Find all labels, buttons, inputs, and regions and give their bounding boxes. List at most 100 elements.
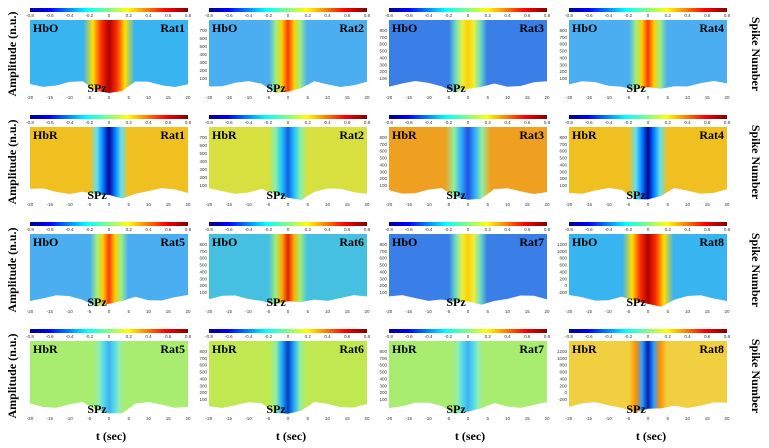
colorbar-tick-label: 0.2 xyxy=(665,120,672,125)
spike-tick-label: 200 xyxy=(199,283,207,288)
spike-tick-label: 300 xyxy=(379,276,387,281)
heatmap xyxy=(30,20,188,93)
x-tick-label: -15 xyxy=(225,95,232,100)
x-tick-label: -15 xyxy=(405,202,412,207)
panel-hbo-rat2: -0.8 -0.6 -0.4 -0.2 0 0.2 0.4 0.6 0.8 -20 -15 -10 -5… xyxy=(199,8,371,100)
x-tick-label: 5 xyxy=(486,95,489,100)
panel-hbr-rat2: -0.8 -0.6 -0.4 -0.2 0 0.2 0.4 0.6 0.8 -20 -15 -10 -5… xyxy=(199,115,371,207)
colorbar-tick-label: 0.2 xyxy=(305,334,312,339)
x-tick-label: -15 xyxy=(225,309,232,314)
x-tick-label: 10 xyxy=(325,416,331,421)
spike-tick-label: 800 xyxy=(379,135,387,140)
colorbar-tick-label: 0.8 xyxy=(185,120,192,125)
colorbar-tick-label: 0 xyxy=(287,120,290,125)
x-tick-label: 20 xyxy=(544,95,550,100)
spike-tick-label: 100 xyxy=(199,183,207,188)
x-tick-label: -20 xyxy=(386,95,393,100)
spike-tick-label: 500 xyxy=(379,156,387,161)
colorbar-tick-label: -0.6 xyxy=(585,227,593,232)
colorbar-tick-label: 0.8 xyxy=(724,227,731,232)
panel-rat-label: Rat6 xyxy=(339,342,364,356)
event-label: SPz xyxy=(87,188,107,202)
colorbar-tick-label: 0.6 xyxy=(165,120,172,125)
colorbar-tick-label: -0.2 xyxy=(444,120,452,125)
xlabel-col-2: t (sec) xyxy=(276,429,306,443)
x-tick-label: 10 xyxy=(505,416,511,421)
spike-tick-label: 200 xyxy=(559,176,567,181)
colorbar-tick-label: -0.4 xyxy=(605,13,613,18)
heatmap xyxy=(389,341,547,414)
x-tick-label: 15 xyxy=(345,416,351,421)
colorbar-tick-label: -0.8 xyxy=(565,227,573,232)
spike-tick-label: 0 xyxy=(564,283,567,288)
panel-rat-label: Rat6 xyxy=(339,235,364,249)
spike-tick-label: 700 xyxy=(379,142,387,147)
event-label: SPz xyxy=(87,295,107,309)
colorbar xyxy=(30,329,188,333)
spike-tick-label: 700 xyxy=(379,356,387,361)
x-tick-label: 0 xyxy=(287,416,290,421)
colorbar-tick-label: 0.2 xyxy=(305,120,312,125)
x-tick-label: -15 xyxy=(46,202,53,207)
colorbar-tick-label: -0.6 xyxy=(585,334,593,339)
spike-tick-label: 700 xyxy=(199,356,207,361)
spike-tick-label: 500 xyxy=(559,156,567,161)
spike-tick-label: 700 xyxy=(559,35,567,40)
colorbar-tick-label: 0.4 xyxy=(324,13,331,18)
x-tick-label: 10 xyxy=(146,95,152,100)
colorbar-tick-label: -0.8 xyxy=(565,120,573,125)
colorbar-tick-label: -0.4 xyxy=(245,120,253,125)
xlabel-col-3: t (sec) xyxy=(455,429,485,443)
heatmap xyxy=(389,20,547,93)
colorbar-tick-label: -0.2 xyxy=(624,227,632,232)
heatmap xyxy=(30,234,188,307)
spike-tick-label: 200 xyxy=(199,390,207,395)
panel-hbr-rat3: -0.8 -0.6 -0.4 -0.2 0 0.2 0.4 0.6 0.8 -20 -15 -10 -5… xyxy=(379,115,551,207)
colorbar-tick-label: 0.2 xyxy=(485,227,492,232)
colorbar-tick-label: -0.6 xyxy=(585,13,593,18)
spike-tick-label: 100 xyxy=(379,290,387,295)
colorbar xyxy=(30,115,188,119)
colorbar-tick-label: -0.8 xyxy=(26,13,34,18)
spike-tick-label: 100 xyxy=(199,290,207,295)
colorbar-tick-label: -0.4 xyxy=(425,120,433,125)
x-tick-label: -20 xyxy=(206,202,213,207)
spike-tick-label: 700 xyxy=(379,35,387,40)
spike-tick-label: 600 xyxy=(559,370,567,375)
colorbar-tick-label: 0.4 xyxy=(684,334,691,339)
panel-rat-label: Rat3 xyxy=(519,128,544,142)
x-tick-label: -15 xyxy=(46,309,53,314)
x-tick-label: 0 xyxy=(287,202,290,207)
panel-rat-label: Rat8 xyxy=(699,342,724,356)
spike-tick-label: 1000 xyxy=(557,356,568,361)
x-tick-label: -5 xyxy=(626,309,630,314)
colorbar-tick-label: -0.2 xyxy=(624,13,632,18)
colorbar-tick-label: 0.2 xyxy=(665,13,672,18)
x-tick-label: 5 xyxy=(486,202,489,207)
x-tick-label: 20 xyxy=(185,309,191,314)
x-tick-label: -5 xyxy=(446,95,450,100)
spike-tick-label: 400 xyxy=(559,55,567,60)
x-tick-label: 20 xyxy=(724,416,730,421)
panel-rat-label: Rat1 xyxy=(160,21,185,35)
colorbar-tick-label: 0.2 xyxy=(665,227,672,232)
xlabel-col-4: t (sec) xyxy=(636,429,666,443)
colorbar-tick-label: 0.4 xyxy=(684,227,691,232)
event-label: SPz xyxy=(446,295,466,309)
panel-hbr-rat8: -0.8 -0.6 -0.4 -0.2 0 0.2 0.4 0.6 0.8 -20 -15 -10 -5… xyxy=(557,329,731,421)
event-label: SPz xyxy=(626,188,646,202)
colorbar-tick-label: 0.2 xyxy=(665,334,672,339)
x-tick-label: -20 xyxy=(206,309,213,314)
x-tick-label: -15 xyxy=(225,416,232,421)
x-tick-label: 5 xyxy=(127,416,130,421)
colorbar-tick-label: -0.4 xyxy=(245,334,253,339)
x-tick-label: -5 xyxy=(266,95,270,100)
event-label: SPz xyxy=(266,402,286,416)
spike-tick-label: 800 xyxy=(559,256,567,261)
x-tick-label: 5 xyxy=(666,95,669,100)
colorbar-tick-label: 0 xyxy=(287,227,290,232)
colorbar-tick-label: -0.6 xyxy=(405,227,413,232)
spike-tick-label: 200 xyxy=(199,68,207,73)
colorbar-tick-label: 0.8 xyxy=(185,334,192,339)
